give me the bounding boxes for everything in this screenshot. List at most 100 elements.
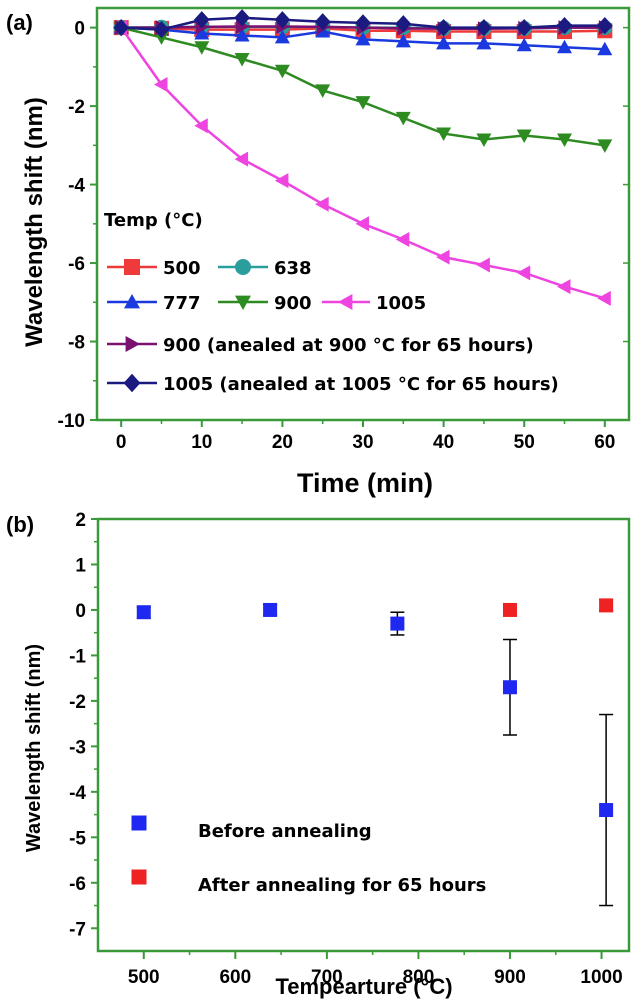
data-point xyxy=(315,84,331,98)
x-tick-label: 50 xyxy=(514,432,535,453)
data-point xyxy=(194,26,210,40)
panel-b-tag: (b) xyxy=(6,512,34,537)
x-tick-label: 0 xyxy=(116,432,127,453)
x-tick-label: 800 xyxy=(403,967,435,988)
panel-b-legend: Before annealing After annealing for 65 h… xyxy=(131,815,486,896)
legend-swatch-marker xyxy=(235,295,251,310)
data-point xyxy=(263,602,278,617)
data-point xyxy=(476,133,492,147)
data-point xyxy=(355,14,371,32)
data-point xyxy=(476,257,490,273)
legend-entry: After annealing for 65 hours xyxy=(131,869,486,896)
x-tick-label: 700 xyxy=(311,967,343,988)
data-point xyxy=(597,139,613,153)
y-tick-label: -6 xyxy=(69,874,86,895)
data-point xyxy=(390,616,405,631)
data-point xyxy=(113,18,130,37)
x-tick-label: 900 xyxy=(494,967,526,988)
data-point xyxy=(193,11,210,29)
legend-label: 1005 (anealed at 1005 °C for 65 hours) xyxy=(163,374,559,395)
y-tick-label: 0 xyxy=(74,19,85,40)
data-point xyxy=(194,118,208,134)
legend-entry: 1005 (anealed at 1005 °C for 65 hours) xyxy=(107,373,559,395)
y-tick-label: -1 xyxy=(69,646,86,667)
legend-label: 900 (anealed at 900 °C for 65 hours) xyxy=(163,335,534,356)
data-point xyxy=(476,35,492,50)
legend-label: 638 xyxy=(274,258,312,279)
y-tick-label: 2 xyxy=(75,510,86,531)
x-tick-label: 60 xyxy=(594,432,615,453)
data-point xyxy=(516,37,532,52)
y-tick-label: -10 xyxy=(58,411,85,432)
panel-b-x-axis-title: Tempearture (°C) xyxy=(275,974,452,999)
data-point xyxy=(194,41,210,55)
legend-title: Temp (°C) xyxy=(104,210,203,231)
data-point xyxy=(502,680,517,695)
y-tick-label: -3 xyxy=(69,737,86,758)
legend-entry: 638 xyxy=(218,258,312,279)
data-point xyxy=(153,20,170,39)
data-point xyxy=(599,598,614,613)
data-point xyxy=(234,27,250,42)
data-point xyxy=(557,279,571,295)
data-point xyxy=(435,18,452,37)
x-tick-label: 1000 xyxy=(580,967,622,988)
data-point xyxy=(516,18,533,37)
legend-label: 777 xyxy=(163,293,201,314)
y-tick-label: 0 xyxy=(75,601,86,622)
panel-a-series xyxy=(113,9,613,306)
data-point xyxy=(557,39,573,54)
data-point xyxy=(599,803,614,818)
panel-a-tag: (a) xyxy=(6,10,33,35)
legend-entry: 500 xyxy=(107,258,201,279)
legend-label: 500 xyxy=(163,258,201,279)
data-point xyxy=(436,127,452,142)
legend-swatch-marker xyxy=(124,259,140,275)
data-point xyxy=(395,15,412,33)
data-point xyxy=(597,41,613,56)
y-tick-label: -2 xyxy=(69,692,86,713)
data-point xyxy=(395,33,411,48)
panel-a: (a) Wavelength shift (nm) Time (min) 0 10… xyxy=(6,6,631,498)
legend-label: 1005 xyxy=(376,293,426,314)
x-tick-label: 40 xyxy=(433,432,454,453)
data-point xyxy=(355,96,371,110)
legend-swatch-marker xyxy=(338,294,353,310)
legend-swatch-marker xyxy=(235,259,251,275)
legend-entry: Before annealing xyxy=(131,815,372,842)
data-point xyxy=(234,53,250,67)
series-1005-annealed xyxy=(113,9,613,39)
data-point xyxy=(516,265,531,281)
y-tick-label: -4 xyxy=(69,783,86,804)
y-tick-label: -7 xyxy=(69,919,86,940)
x-tick-label: 600 xyxy=(219,967,251,988)
panel-b: (b) Wavelength shift (nm) Tempearture (°… xyxy=(6,510,631,999)
data-point xyxy=(395,232,410,248)
panel-a-frame xyxy=(95,6,631,422)
x-tick-label: 20 xyxy=(272,432,293,453)
data-point xyxy=(136,605,151,620)
legend-swatch-marker xyxy=(124,294,140,309)
legend-label: After annealing for 65 hours xyxy=(198,875,486,896)
data-point xyxy=(274,11,291,29)
data-point xyxy=(315,196,329,212)
data-point xyxy=(436,35,452,50)
panel-b-y-axis-title: Wavelength shift (nm) xyxy=(23,644,45,852)
data-point xyxy=(516,129,532,144)
data-point xyxy=(274,29,290,44)
panel-b-series xyxy=(136,598,614,907)
legend-swatch-marker xyxy=(123,373,141,393)
panel-a-legend: Temp (°C) 500 638 777 900 1005 900 (anealed a… xyxy=(104,210,559,395)
data-point xyxy=(274,64,290,79)
legend-swatch-marker xyxy=(131,815,147,831)
legend-entry: 900 (anealed at 900 °C for 65 hours) xyxy=(107,335,534,356)
y-tick-label: -2 xyxy=(68,97,85,118)
legend-label: Before annealing xyxy=(198,821,372,842)
data-point xyxy=(557,133,573,147)
data-point xyxy=(597,290,611,306)
data-point xyxy=(234,151,249,167)
legend-entry: 1005 xyxy=(322,293,426,314)
y-tick-label: -8 xyxy=(68,333,85,354)
data-point xyxy=(502,602,517,617)
data-point xyxy=(395,111,411,126)
